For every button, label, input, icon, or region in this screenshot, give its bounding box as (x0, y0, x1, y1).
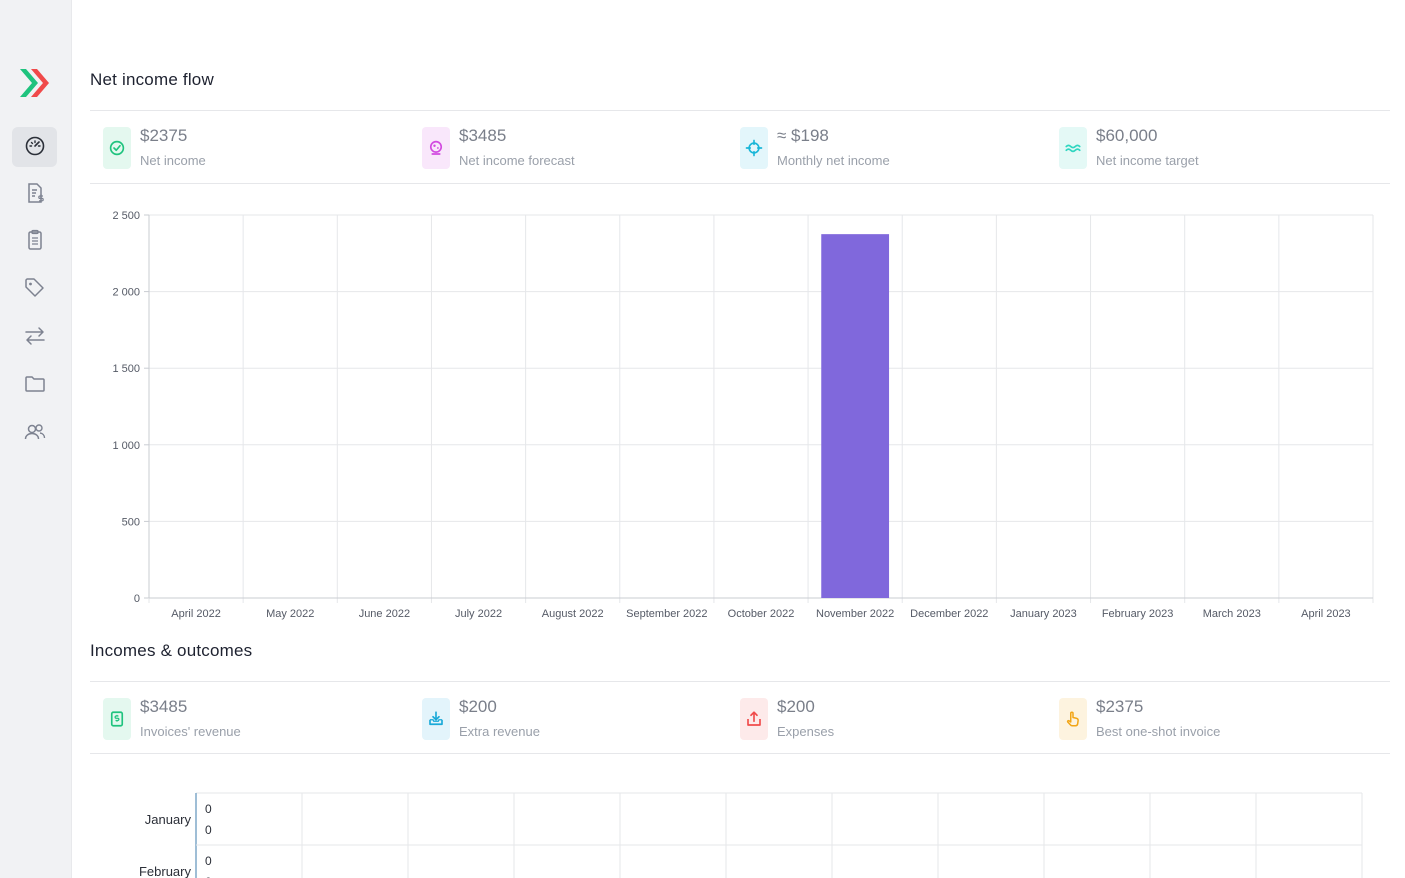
y-tick-label: 0 (134, 593, 140, 605)
check-circle-icon (103, 127, 131, 169)
sidebar-item-invoice-dollar[interactable] (12, 175, 57, 215)
sidebar (0, 0, 72, 878)
incomes-outcomes-bar-chart: January 0 0 February 0 0 (139, 792, 1363, 878)
hand-pointer-icon (1059, 698, 1087, 740)
y-tick-label: 500 (122, 516, 140, 528)
divider (90, 681, 1390, 682)
invoice-icon (103, 698, 131, 740)
sidebar-item-clipboard-list[interactable] (12, 222, 57, 262)
incomes-stats: $3485 Invoices' revenue $200 Extra revenue $… (90, 682, 1390, 754)
data-label: 0 (205, 875, 212, 878)
y-category-label: January (145, 812, 192, 827)
x-tick-label: November 2022 (816, 608, 894, 620)
stat-label: Expenses (777, 724, 835, 739)
data-label: 0 (205, 823, 212, 837)
y-tick-label: 2 500 (112, 210, 140, 222)
net-income-stat-card: $3485 Net income forecast (409, 111, 709, 183)
section-title-net-income: Net income flow (90, 70, 214, 89)
stat-label: Extra revenue (459, 724, 540, 739)
stat-label: Net income target (1096, 153, 1199, 168)
data-label: 0 (205, 802, 212, 816)
sidebar-item-folder[interactable] (12, 366, 57, 406)
divider (90, 183, 1390, 184)
x-tick-label: April 2023 (1301, 608, 1351, 620)
y-tick-label: 2 000 (112, 287, 140, 299)
x-tick-label: May 2022 (266, 608, 314, 620)
x-tick-label: July 2022 (455, 608, 502, 620)
stat-value: $2375 (1096, 697, 1144, 716)
stat-value: $2375 (140, 126, 188, 145)
x-tick-label: April 2022 (171, 608, 221, 620)
net-income-bar-chart: 0 500 1 000 1 500 2 000 2 500 April 2022 May 20… (112, 210, 1374, 620)
net-income-stats: $2375 Net income $3485 Net income forecast ≈… (90, 111, 1390, 183)
outbox-upload-icon (740, 698, 768, 740)
inbox-download-icon (422, 698, 450, 740)
bar (821, 234, 890, 598)
clipboard-list-icon (23, 228, 47, 257)
y-category-label: February (139, 864, 192, 878)
stat-label: Monthly net income (777, 153, 890, 168)
stat-value: $200 (777, 697, 815, 716)
incomes-stat-card: $3485 Invoices' revenue (90, 682, 390, 754)
sidebar-item-dashboard-gauge[interactable] (12, 127, 57, 167)
sidebar-item-tag[interactable] (12, 270, 57, 310)
stat-label: Best one-shot invoice (1096, 724, 1221, 739)
x-tick-label: June 2022 (359, 608, 410, 620)
x-tick-label: September 2022 (626, 608, 707, 620)
users-icon (23, 420, 47, 449)
divider (90, 753, 1390, 754)
net-income-chart: 0 500 1 000 1 500 2 000 2 500 April 2022 May 20… (90, 200, 1390, 630)
stat-value: $200 (459, 697, 497, 716)
app-logo[interactable] (17, 65, 55, 101)
incomes-stat-card: $2375 Best one-shot invoice (1046, 682, 1346, 754)
waves-icon (1059, 127, 1087, 169)
incomes-stat-card: $200 Extra revenue (409, 682, 709, 754)
stat-label: Net income forecast (459, 153, 575, 168)
y-tick-label: 1 000 (112, 440, 140, 452)
data-label: 0 (205, 854, 212, 868)
transfer-arrows-icon (23, 324, 47, 353)
stat-value: $3485 (140, 697, 188, 716)
incomes-stat-card: $200 Expenses (727, 682, 1027, 754)
divider (90, 110, 1390, 111)
stat-label: Net income (140, 153, 206, 168)
net-income-stat-card: $2375 Net income (90, 111, 390, 183)
net-income-stat-card: ≈ $198 Monthly net income (727, 111, 1027, 183)
dashboard-gauge-icon (23, 133, 47, 162)
stat-value: $60,000 (1096, 126, 1158, 145)
x-tick-label: October 2022 (728, 608, 795, 620)
invoice-dollar-icon (23, 181, 47, 210)
crystal-ball-icon (422, 127, 450, 169)
stat-label: Invoices' revenue (140, 724, 241, 739)
x-tick-label: December 2022 (910, 608, 988, 620)
x-tick-label: January 2023 (1010, 608, 1077, 620)
section-title-incomes: Incomes & outcomes (90, 641, 253, 660)
tag-icon (23, 276, 47, 305)
x-tick-label: March 2023 (1203, 608, 1261, 620)
stat-value: ≈ $198 (777, 126, 829, 145)
stat-value: $3485 (459, 126, 507, 145)
y-tick-label: 1 500 (112, 363, 140, 375)
x-tick-label: August 2022 (542, 608, 604, 620)
x-tick-label: February 2023 (1102, 608, 1174, 620)
sidebar-item-users[interactable] (12, 414, 57, 454)
net-income-stat-card: $60,000 Net income target (1046, 111, 1346, 183)
sidebar-item-transfer-arrows[interactable] (12, 318, 57, 358)
folder-icon (23, 372, 47, 401)
incomes-outcomes-chart: January 0 0 February 0 0 (90, 790, 1380, 878)
crosshair-icon (740, 127, 768, 169)
